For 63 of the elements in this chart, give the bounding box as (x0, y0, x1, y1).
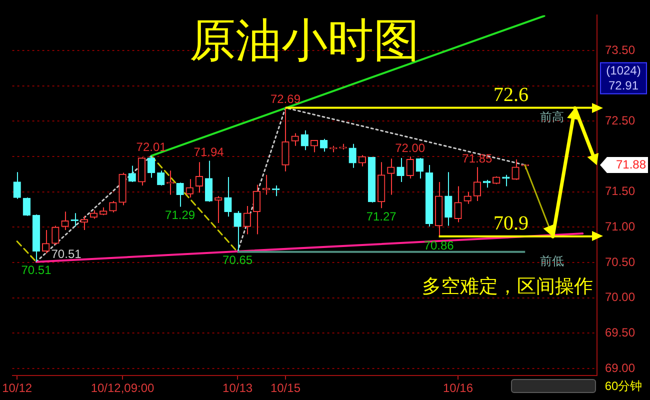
annotation: 多空难定，区间操作 (422, 276, 593, 298)
chart-title: 原油小时图 (190, 13, 420, 68)
y-tick-label: 69.00 (605, 360, 636, 375)
candlestick (42, 230, 50, 254)
candlestick (243, 206, 251, 235)
annotation: 72.69 (270, 92, 301, 106)
annotation: 70.65 (222, 253, 253, 268)
x-tick-label: 10/13 (222, 381, 253, 396)
y-tick-label: 69.50 (605, 326, 636, 340)
y-tick-label: 70.50 (605, 254, 636, 269)
candlestick (52, 225, 60, 246)
annotation: 72.00 (395, 140, 426, 155)
y-tick-label: 73.50 (605, 42, 636, 57)
annotation: 72.01 (136, 140, 167, 154)
text: 71.88 (616, 157, 646, 172)
candlestick (464, 191, 472, 204)
x-tick-label: 10/12 (2, 381, 32, 396)
candlestick (252, 184, 261, 235)
candlestick (358, 154, 366, 167)
candlestick (262, 174, 270, 196)
annotation: 71.85 (462, 151, 493, 166)
candlestick (310, 140, 318, 153)
candlestick (80, 215, 88, 231)
y-tick-label: 70.00 (605, 290, 636, 304)
candlestick (454, 186, 462, 223)
candlestick (387, 158, 395, 196)
candlestick (282, 107, 290, 172)
annotation: 71.29 (165, 208, 196, 222)
candlestick (22, 197, 31, 216)
annotation: 71.27 (366, 209, 397, 224)
text: 60分钟 (604, 378, 642, 393)
candlestick (147, 155, 156, 178)
annotation: 70.9 (494, 212, 528, 235)
candlestick (224, 176, 232, 218)
candlestick (444, 172, 452, 226)
annotation: 71.94 (194, 145, 224, 160)
x-tick-label: 10/16 (442, 381, 474, 396)
candlestick (214, 196, 222, 224)
candlestick (291, 132, 299, 146)
text: 72.91 (608, 78, 639, 93)
annotation: 70.51 (21, 263, 52, 278)
candlestick (348, 143, 356, 168)
text: (1024) (606, 64, 641, 78)
x-tick-label: 10/15 (270, 381, 301, 396)
candlestick (138, 156, 146, 186)
y-tick-label: 71.00 (605, 220, 636, 234)
y-tick-label: 72.50 (605, 114, 636, 128)
candlestick (186, 178, 194, 198)
annotation: 70.86 (424, 238, 454, 252)
ref-line-label: 前低 (540, 254, 564, 268)
annotation: 72.6 (494, 84, 528, 106)
x-tick-label: 10/12,09:00 (90, 381, 155, 396)
candlestick (473, 166, 482, 202)
candlestick (204, 160, 213, 202)
candlestick (234, 210, 242, 252)
y-tick-label: 71.50 (605, 184, 636, 198)
candlestick (195, 162, 204, 194)
annotation: 70.51 (51, 247, 82, 262)
candlestick (416, 157, 424, 179)
ref-line-label: 前高 (540, 110, 564, 124)
candlestick (406, 156, 414, 179)
candlestick (61, 211, 69, 231)
candlestick (13, 172, 21, 200)
